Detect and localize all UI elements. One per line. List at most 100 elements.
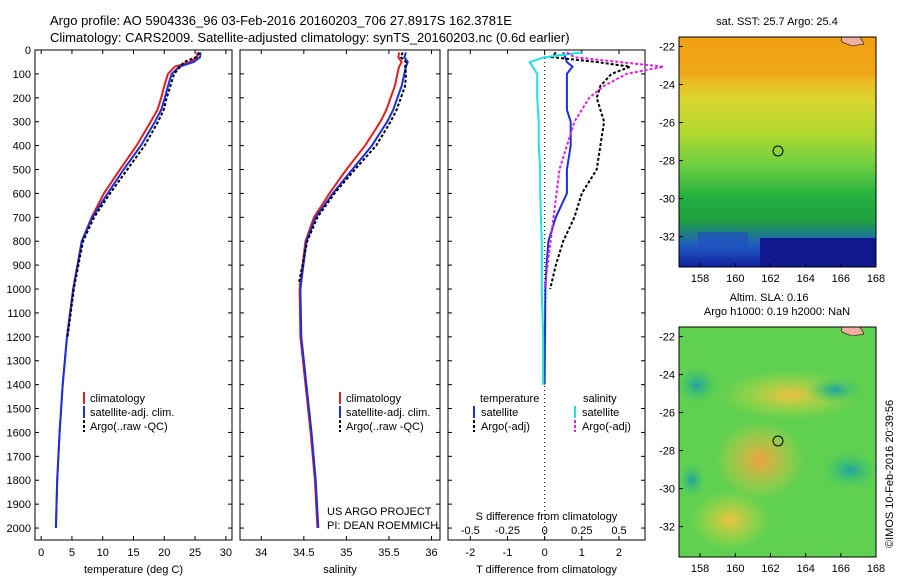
x-tick-label: 35.5 (378, 547, 399, 559)
y-tick-label: 700 (13, 212, 31, 224)
x-tick-label: 36 (425, 547, 437, 559)
lon-tick-label: 164 (796, 563, 814, 575)
y-tick-label: 100 (13, 69, 31, 81)
legend-label-argo: Argo(..raw -QC) (346, 421, 424, 433)
x-tick-label: 10 (97, 547, 109, 559)
y-tick-label: 1400 (7, 380, 31, 392)
sst-cold-patch (760, 238, 876, 267)
y-tick-label: 1900 (7, 499, 31, 511)
figure-title-line1: Argo profile: AO 5904336_96 03-Feb-2016 … (50, 13, 512, 28)
lat-tick-label: -32 (659, 232, 675, 244)
sla-map-title: Altim. SLA: 0.16 (730, 292, 809, 304)
legend-label-t-argo: Argo(-adj) (481, 421, 530, 433)
y-tick-label: 800 (13, 236, 31, 248)
plot-frame (447, 49, 646, 541)
s-tick-label: 0 (542, 525, 548, 537)
x-tick-label: -2 (465, 547, 475, 559)
x-tick-label: 30 (220, 547, 232, 559)
legend-label-s-satellite: satellite (582, 407, 619, 419)
legend-label-argo: Argo(..raw -QC) (90, 421, 168, 433)
series-line-climatology (54, 52, 199, 529)
x-tick-label: 0 (542, 547, 548, 559)
sla-low-1 (675, 365, 719, 405)
s-tick-label: -0.5 (461, 525, 480, 537)
project-credit: US ARGO PROJECT (327, 506, 432, 518)
lat-tick-label: -30 (659, 194, 675, 206)
series-line-satellite (528, 51, 582, 385)
lat-tick-label: -26 (659, 408, 675, 420)
x-tick-label: 2 (616, 547, 622, 559)
y-tick-label: 1600 (7, 427, 31, 439)
lon-tick-label: 166 (832, 563, 850, 575)
sst-cold-patch-2 (698, 232, 748, 252)
sla-low-2 (820, 450, 880, 490)
plot-frame (34, 49, 233, 541)
salinity-panel: 34 34.5 35 35.5 36 salinity (239, 49, 441, 576)
x-tick-label: -1 (503, 547, 513, 559)
legend-header-salinity: salinity (583, 393, 617, 405)
sst-map-axes: -22 -24 -26 -28 -30 -32 158 160 162 164 166 168 (659, 42, 885, 285)
lon-tick-label: 162 (761, 563, 779, 575)
sla-low-3 (678, 462, 706, 498)
lon-tick-label: 168 (867, 563, 885, 575)
x-tick-label: 1 (579, 547, 585, 559)
legend-label-s-argo: Argo(-adj) (582, 421, 631, 433)
sla-high-3 (690, 490, 770, 550)
s-axis-label: S difference from climatology (476, 511, 618, 523)
y-tick-label: 1100 (7, 308, 31, 320)
sla-map-subtitle: Argo h1000: 0.19 h2000: NaN (704, 306, 850, 318)
series-line-satellite-adj-clim- (54, 52, 202, 529)
x-tick-label: 34 (255, 547, 267, 559)
s-tick-label: -0.25 (495, 525, 520, 537)
y-tick-label: 1500 (7, 404, 31, 416)
sla-high-2 (715, 420, 805, 500)
y-tick-label: 200 (13, 93, 31, 105)
x-tick-label: 5 (69, 547, 75, 559)
x-axis-label: T difference from climatology (476, 564, 617, 576)
difference-legend: temperature salinity satellite Argo(-adj… (473, 393, 631, 433)
lat-tick-label: -30 (659, 484, 675, 496)
sla-map-frame (678, 326, 877, 558)
lon-tick-label: 158 (691, 563, 709, 575)
series-line-satellite-adj-clim- (299, 52, 409, 529)
series-line-argo-adj- (549, 51, 635, 290)
sst-map (678, 36, 877, 268)
y-tick-label: 1000 (7, 284, 31, 296)
lat-tick-label: -28 (659, 446, 675, 458)
sla-map (675, 326, 880, 558)
legend-label-t-satellite: satellite (481, 407, 518, 419)
y-tick-label: 1800 (7, 475, 31, 487)
sla-low-4 (805, 376, 865, 404)
imos-credit: ©IMOS 10-Feb-2016 20:39:56 (884, 400, 896, 548)
x-tick-label: 25 (189, 547, 201, 559)
x-tick-label: 34.5 (293, 547, 314, 559)
lon-tick-label: 164 (796, 273, 814, 285)
lon-tick-label: 158 (691, 273, 709, 285)
pi-credit: PI: DEAN ROEMMICH (327, 520, 438, 532)
sst-map-frame (678, 36, 877, 268)
figure-title-line2: Climatology: CARS2009. Satellite-adjuste… (50, 30, 570, 45)
sst-warm-patch (679, 37, 876, 77)
plot-frame (239, 49, 441, 541)
legend-label-climatology: climatology (346, 393, 402, 405)
sla-map-axes: -22 -24 -26 -28 -30 -32 158 160 162 164 166 168 (659, 332, 885, 575)
legend-header-temperature: temperature (480, 393, 539, 405)
lon-tick-label: 166 (832, 273, 850, 285)
lon-tick-label: 162 (761, 273, 779, 285)
lat-tick-label: -22 (659, 332, 675, 344)
x-tick-label: 35 (340, 547, 352, 559)
y-tick-label: 1200 (7, 332, 31, 344)
y-tick-label: 500 (13, 165, 31, 177)
lon-tick-label: 168 (867, 273, 885, 285)
x-axis-label: temperature (deg C) (84, 564, 183, 576)
lat-tick-label: -28 (659, 156, 675, 168)
y-tick-label: 400 (13, 141, 31, 153)
x-tick-label: 15 (127, 547, 139, 559)
legend-label-climatology: climatology (90, 393, 146, 405)
s-tick-label: 0.5 (611, 525, 626, 537)
salinity-legend: climatology satellite-adj. clim. Argo(..… (339, 392, 430, 433)
lon-tick-label: 160 (726, 273, 744, 285)
y-tick-label: 0 (25, 45, 31, 57)
lon-tick-label: 160 (726, 563, 744, 575)
